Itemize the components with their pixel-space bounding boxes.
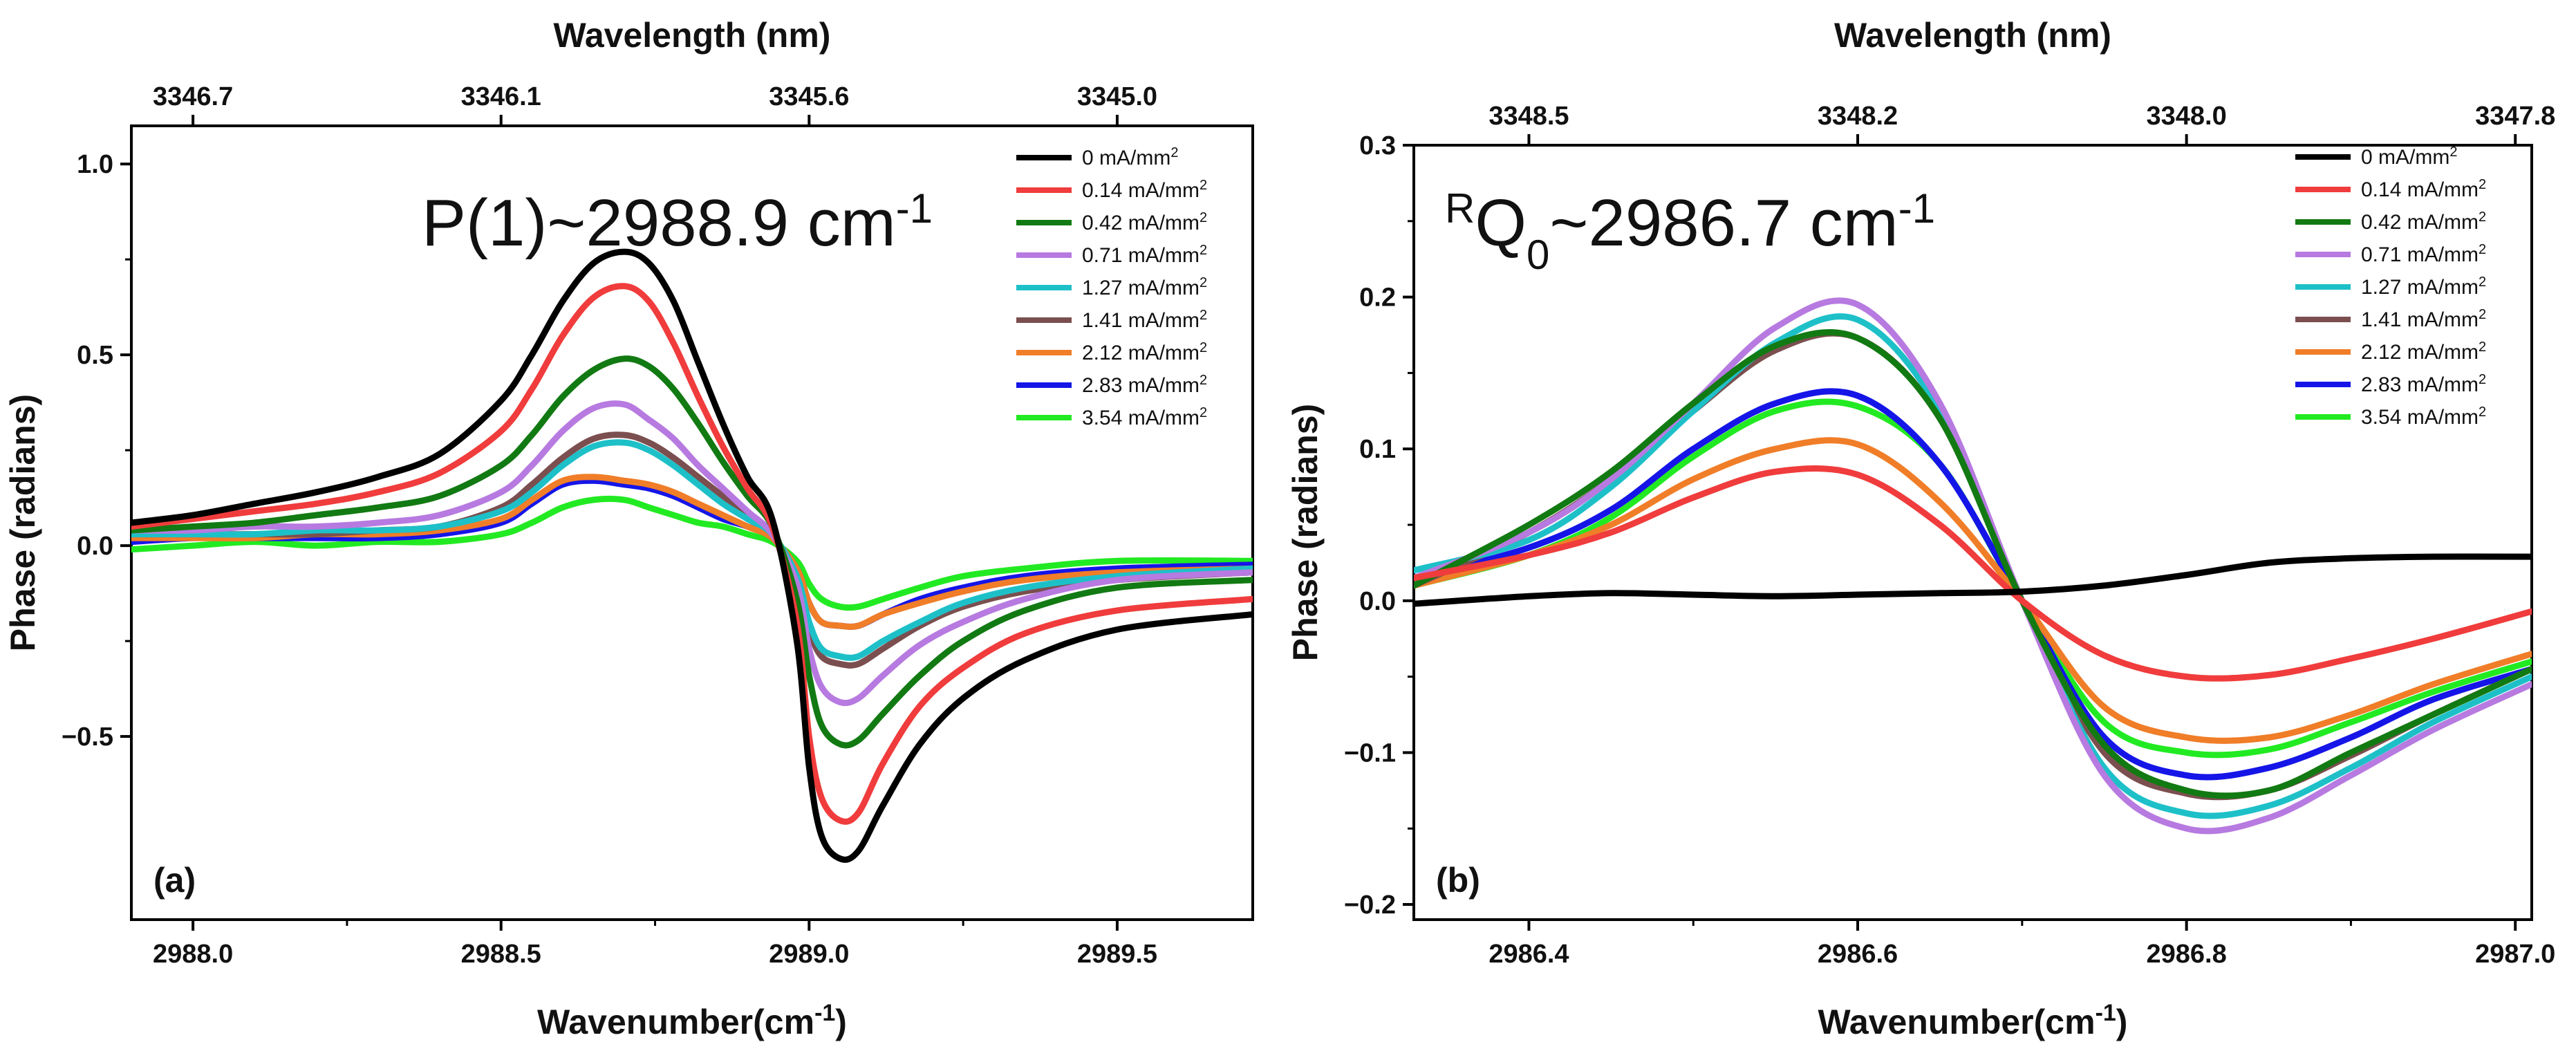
y-tick-label: 0.3 bbox=[1359, 131, 1396, 160]
series-line-0 bbox=[131, 248, 1253, 863]
series-line-1.41 bbox=[1414, 330, 2532, 801]
panel-label: (a) bbox=[153, 861, 196, 900]
y-tick-label: −0.5 bbox=[62, 723, 113, 752]
legend-label: 1.27 mA/mm2 bbox=[2361, 275, 2486, 299]
x-axis-title: Wavenumber(cm-1) bbox=[1818, 1000, 2128, 1041]
y-axis-title: Phase (radians) bbox=[1286, 404, 1325, 661]
legend-label: 0 mA/mm2 bbox=[2361, 145, 2457, 169]
y-tick-label: 0.2 bbox=[1359, 283, 1396, 313]
top-axis-title: Wavelength (nm) bbox=[554, 16, 831, 55]
series-line-1.27 bbox=[131, 439, 1253, 661]
legend-label: 0.14 mA/mm2 bbox=[2361, 177, 2486, 201]
legend-label: 1.41 mA/mm2 bbox=[1082, 308, 1207, 332]
legend-label: 1.27 mA/mm2 bbox=[1082, 275, 1207, 299]
series-line-2.83 bbox=[131, 477, 1253, 630]
legend-label: 3.54 mA/mm2 bbox=[1082, 405, 1207, 429]
legend-label: 3.54 mA/mm2 bbox=[2361, 405, 2486, 429]
y-tick-label: −0.1 bbox=[1344, 738, 1396, 768]
y-axis-title: Phase (radians) bbox=[3, 394, 42, 651]
panel-label: (b) bbox=[1436, 861, 1480, 900]
legend: 0 mA/mm2 0.14 mA/mm2 0.42 mA/mm2 0.71 mA/mm… bbox=[1016, 145, 1207, 429]
x-axis-title: Wavenumber(cm-1) bbox=[537, 1000, 847, 1041]
legend-label: 0.14 mA/mm2 bbox=[1082, 178, 1207, 202]
top-tick-label: 3345.0 bbox=[1077, 82, 1157, 111]
series-line-2.12 bbox=[1414, 437, 2532, 744]
legend-label: 0.71 mA/mm2 bbox=[1082, 243, 1207, 267]
x-tick-label: 2988.0 bbox=[153, 940, 233, 969]
series-group bbox=[1414, 297, 2532, 835]
legend-label: 0.42 mA/mm2 bbox=[2361, 210, 2486, 234]
x-tick-label: 2989.0 bbox=[769, 940, 849, 969]
top-axis-title: Wavelength (nm) bbox=[1834, 16, 2111, 55]
chart-panel-a: 2988.0 2988.5 2989.0 2989.5 3346.7 3346.1 3345… bbox=[3, 16, 1254, 1041]
y-tick-label: 0.0 bbox=[1359, 587, 1396, 616]
x-tick-label: 2986.6 bbox=[1818, 940, 1898, 969]
series-line-0 bbox=[1414, 553, 2532, 607]
series-line-2.83 bbox=[1414, 388, 2532, 781]
chart-panel-b: 2986.4 2986.6 2986.8 2987.0 3348.5 3348.2 3348… bbox=[1286, 16, 2555, 1041]
series-line-0.42 bbox=[1414, 328, 2532, 799]
top-tick-label: 3346.1 bbox=[461, 82, 541, 111]
y-tick-label: 0.5 bbox=[77, 341, 113, 370]
y-tick-label: −0.2 bbox=[1344, 891, 1396, 920]
x-tick-label: 2987.0 bbox=[2475, 940, 2555, 969]
x-tick-label: 2989.5 bbox=[1077, 940, 1157, 969]
legend-label: 2.12 mA/mm2 bbox=[1082, 340, 1207, 364]
legend-label: 0.71 mA/mm2 bbox=[2361, 242, 2486, 266]
top-tick-label: 3347.8 bbox=[2475, 102, 2555, 131]
x-tick-label: 2988.5 bbox=[461, 940, 541, 969]
legend-label: 1.41 mA/mm2 bbox=[2361, 307, 2486, 331]
legend-label: 2.12 mA/mm2 bbox=[2361, 340, 2486, 364]
y-tick-label: 1.0 bbox=[77, 150, 113, 179]
legend: 0 mA/mm2 0.14 mA/mm2 0.42 mA/mm2 0.71 mA/mm… bbox=[2295, 145, 2486, 429]
plot-frame bbox=[1412, 144, 2533, 921]
legend-label: 2.83 mA/mm2 bbox=[1082, 373, 1207, 397]
y-tick-label: 0.0 bbox=[77, 532, 113, 561]
top-tick-label: 3348.2 bbox=[1818, 102, 1898, 131]
top-tick-label: 3346.7 bbox=[153, 82, 233, 111]
series-line-3.54 bbox=[131, 495, 1253, 611]
series-line-0.14 bbox=[131, 283, 1253, 825]
legend-label: 2.83 mA/mm2 bbox=[2361, 372, 2486, 396]
top-tick-label: 3348.0 bbox=[2147, 102, 2227, 131]
x-tick-label: 2986.4 bbox=[1488, 940, 1569, 969]
series-line-0.42 bbox=[131, 355, 1253, 749]
series-line-0.14 bbox=[1414, 465, 2532, 682]
line-annotation: P(1)~2988.9 cm-1 bbox=[422, 185, 933, 261]
top-tick-label: 3345.6 bbox=[769, 82, 849, 111]
top-tick-label: 3348.5 bbox=[1488, 102, 1569, 131]
line-annotation: RQ0~2986.7 cm-1 bbox=[1445, 185, 1935, 278]
series-group bbox=[131, 248, 1253, 863]
legend-label: 0 mA/mm2 bbox=[1082, 145, 1178, 169]
x-tick-label: 2986.8 bbox=[2147, 940, 2227, 969]
series-line-2.12 bbox=[131, 474, 1253, 630]
legend-label: 0.42 mA/mm2 bbox=[1082, 210, 1207, 234]
series-line-3.54 bbox=[1414, 398, 2532, 759]
y-tick-label: 0.1 bbox=[1359, 435, 1396, 464]
series-line-1.41 bbox=[131, 431, 1253, 669]
series-line-0.71 bbox=[131, 400, 1253, 707]
